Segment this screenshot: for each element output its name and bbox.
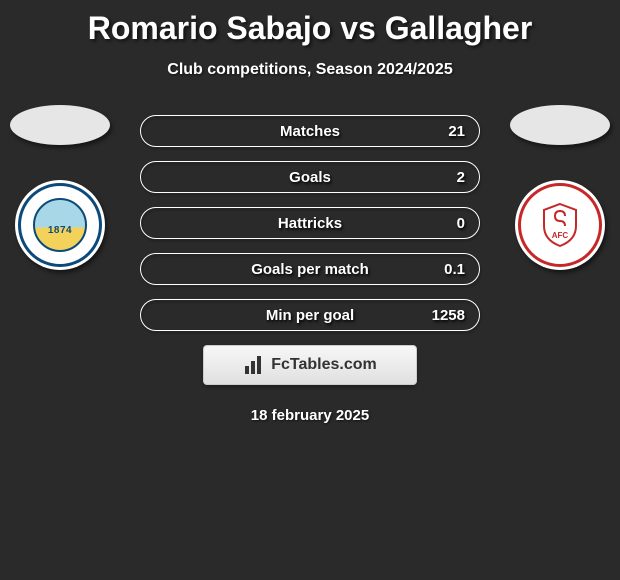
stat-label: Matches (141, 123, 479, 140)
brand-box: FcTables.com (203, 345, 417, 385)
stat-value-right: 21 (448, 123, 465, 140)
snapshot-date: 18 february 2025 (0, 407, 620, 424)
stat-row: Min per goal 1258 (140, 299, 480, 331)
stat-label: Hattricks (141, 215, 479, 232)
stat-row: Goals 2 (140, 161, 480, 193)
stat-row: Goals per match 0.1 (140, 253, 480, 285)
club-badge-right: AFC (515, 180, 605, 270)
stat-row: Hattricks 0 (140, 207, 480, 239)
stat-label: Goals per match (141, 261, 479, 278)
club-badge-left: 1874 (15, 180, 105, 270)
stats-area: 1874 AFC Matches 21 Goals 2 Hattricks 0 … (0, 115, 620, 424)
stat-label: Goals (141, 169, 479, 186)
comparison-title: Romario Sabajo vs Gallagher (0, 0, 620, 47)
stat-value-right: 0.1 (444, 261, 465, 278)
stat-rows: Matches 21 Goals 2 Hattricks 0 Goals per… (140, 115, 480, 331)
stat-value-right: 1258 (432, 307, 465, 324)
comparison-subtitle: Club competitions, Season 2024/2025 (0, 61, 620, 79)
player-right: AFC (510, 105, 610, 355)
stat-row: Matches 21 (140, 115, 480, 147)
player-left-head (10, 105, 110, 145)
bars-icon (243, 354, 265, 376)
stat-label: Min per goal (141, 307, 479, 324)
stat-value-right: 0 (457, 215, 465, 232)
brand-text: FcTables.com (271, 356, 377, 374)
badge-left-year: 1874 (15, 225, 105, 236)
player-left: 1874 (10, 105, 110, 355)
shield-icon: AFC (540, 202, 580, 248)
player-right-head (510, 105, 610, 145)
svg-text:AFC: AFC (552, 231, 569, 240)
stat-value-right: 2 (457, 169, 465, 186)
